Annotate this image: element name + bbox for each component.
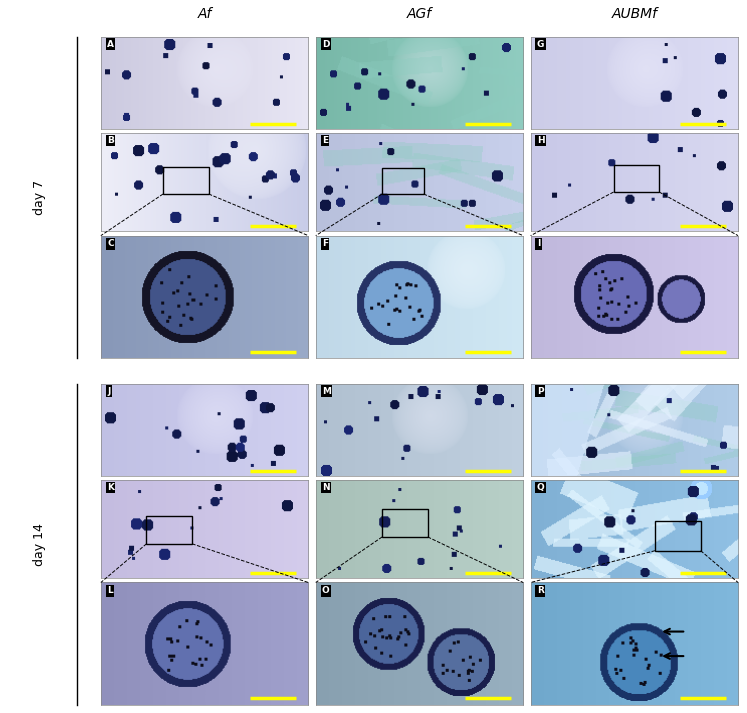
Text: day 7: day 7 xyxy=(33,180,46,215)
Text: R: R xyxy=(537,586,544,595)
Text: day 14: day 14 xyxy=(33,523,46,566)
Text: E: E xyxy=(322,136,328,145)
Text: P: P xyxy=(537,386,544,396)
Bar xyxy=(613,165,659,192)
Bar xyxy=(655,521,701,550)
Bar xyxy=(382,510,428,537)
Text: I: I xyxy=(537,240,540,248)
Text: AUBMf: AUBMf xyxy=(611,6,657,21)
Text: K: K xyxy=(107,483,114,492)
Text: M: M xyxy=(322,386,331,396)
Text: C: C xyxy=(107,240,114,248)
Text: L: L xyxy=(107,586,113,595)
Text: F: F xyxy=(322,240,328,248)
Text: Q: Q xyxy=(537,483,545,492)
Text: Af: Af xyxy=(197,6,211,21)
Text: H: H xyxy=(537,136,545,145)
Text: D: D xyxy=(322,40,329,48)
Text: J: J xyxy=(107,386,111,396)
Text: AGf: AGf xyxy=(407,6,432,21)
Bar xyxy=(382,168,424,194)
Bar xyxy=(146,516,192,544)
Text: G: G xyxy=(537,40,545,48)
Text: A: A xyxy=(107,40,114,48)
Text: B: B xyxy=(107,136,114,145)
Text: O: O xyxy=(322,586,329,595)
Text: N: N xyxy=(322,483,329,492)
Bar xyxy=(163,168,208,194)
